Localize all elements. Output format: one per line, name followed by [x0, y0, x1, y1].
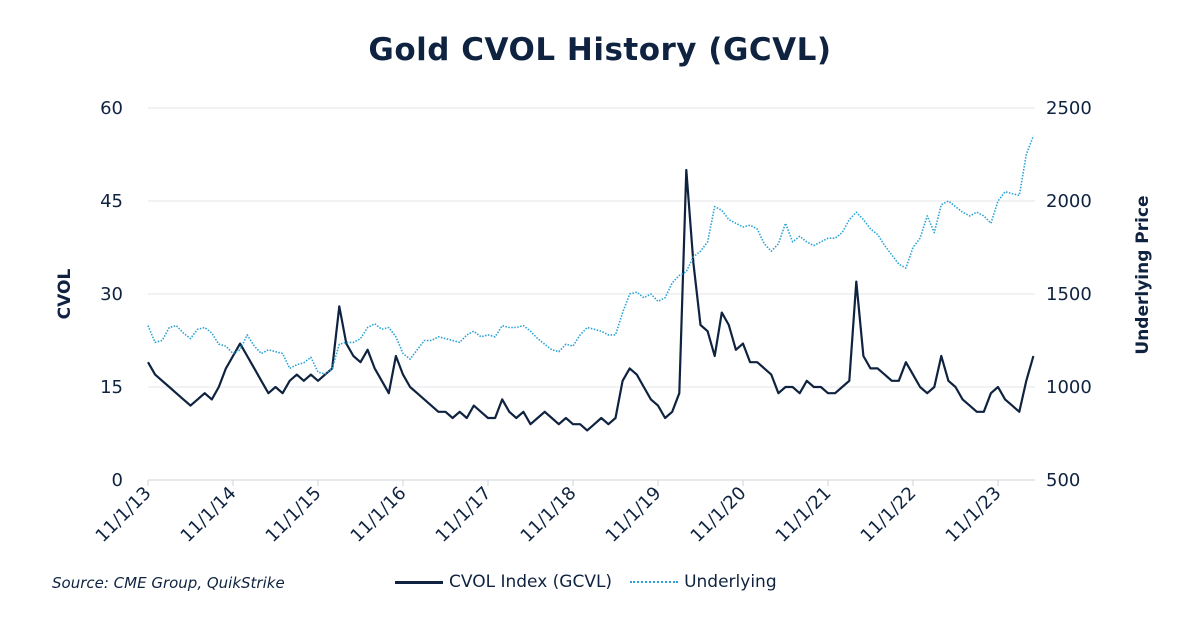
y2-tick-label: 2000: [1046, 191, 1092, 212]
legend-label-cvol: CVOL Index (GCVL): [449, 572, 613, 592]
y-axis-title: CVOL: [55, 269, 75, 320]
x-tick-label: 11/1/16: [347, 483, 411, 547]
y2-tick-label: 2500: [1046, 98, 1092, 119]
x-tick-label: 11/1/13: [92, 483, 156, 547]
x-tick-label: 11/1/17: [432, 483, 496, 547]
y2-axis-title: Underlying Price: [1133, 195, 1153, 354]
x-tick-label: 11/1/15: [262, 483, 326, 547]
y-tick-label: 0: [112, 470, 123, 491]
x-tick-label: 11/1/23: [942, 483, 1006, 547]
x-tick-label: 11/1/14: [177, 483, 241, 547]
x-tick-label: 11/1/22: [857, 483, 921, 547]
legend-label-underlying: Underlying: [684, 572, 777, 592]
y-tick-label: 30: [100, 284, 123, 305]
y-tick-label: 15: [100, 377, 123, 398]
x-tick-label: 11/1/19: [602, 483, 666, 547]
y2-tick-label: 1500: [1046, 284, 1092, 305]
y2-tick-label: 1000: [1046, 377, 1092, 398]
y-tick-label: 60: [100, 98, 123, 119]
y-tick-label: 45: [100, 191, 123, 212]
cvol-series-line: [147, 168, 1035, 432]
chart-title: Gold CVOL History (GCVL): [368, 32, 832, 68]
legend: CVOL Index (GCVL) Underlying: [395, 572, 777, 592]
source-note: Source: CME Group, QuikStrike: [52, 574, 285, 592]
legend-swatch-underlying: [630, 581, 679, 583]
underlying-series-line: [147, 135, 1035, 375]
x-tick-label: 11/1/18: [517, 483, 581, 547]
y2-tick-label: 500: [1046, 470, 1080, 491]
x-tick-label: 11/1/20: [687, 483, 751, 547]
x-tick-label: 11/1/21: [772, 483, 836, 547]
legend-swatch-cvol: [395, 580, 443, 584]
